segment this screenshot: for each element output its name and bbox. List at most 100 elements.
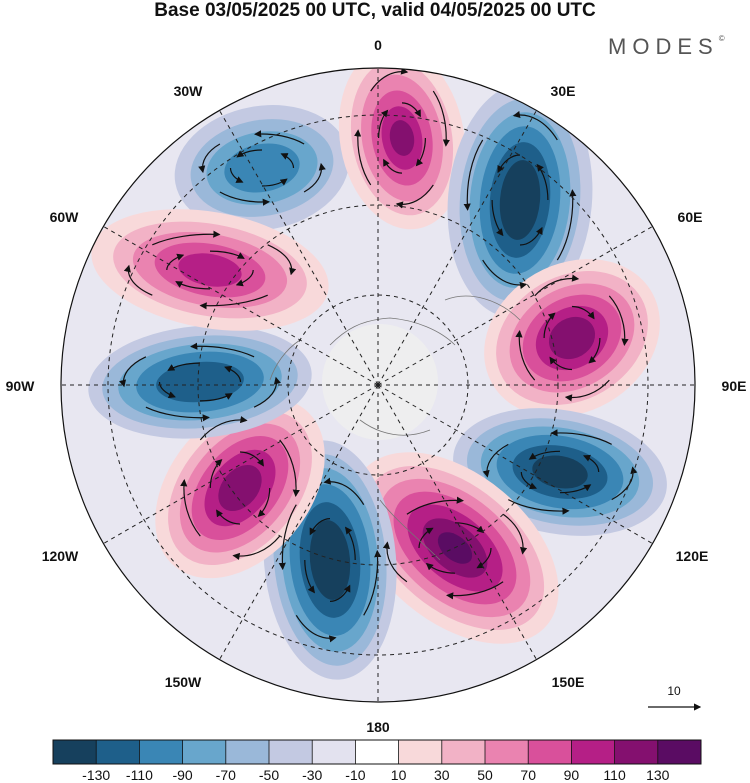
colorbar-tick-label: 70 — [520, 767, 536, 783]
colorbar-tick-label: 90 — [564, 767, 580, 783]
colorbar-swatch — [571, 740, 616, 764]
meridian-line — [377, 226, 653, 386]
wind-streamline — [344, 526, 356, 561]
colorbar-swatch — [182, 740, 227, 764]
wind-streamline — [415, 137, 426, 167]
wind-streamline — [425, 562, 456, 574]
wind-streamline — [123, 264, 153, 296]
colorbar-swatch — [485, 740, 529, 764]
wind-streamline — [166, 253, 185, 271]
wind-streamline — [406, 496, 464, 515]
wind-streamline — [232, 535, 281, 560]
wind-streamline — [497, 154, 521, 174]
wind-streamline — [145, 406, 210, 422]
colorbar-swatch — [441, 740, 486, 764]
colorbar: -130 -110 -90 -70 -50 -30 -10 10 30 50 70 90 110 130 — [52, 739, 702, 783]
lon-label-60e: 60E — [678, 209, 703, 225]
anomaly-cell-positive — [484, 259, 660, 417]
colorbar-tick-label: -110 — [126, 767, 153, 783]
wind-streamline — [463, 139, 484, 211]
wind-streamline — [476, 547, 492, 569]
wind-streamline — [611, 466, 638, 501]
anomaly-cell-negative — [447, 82, 593, 318]
colorbar-tick-label: -50 — [259, 767, 279, 783]
wind-streamline — [446, 581, 504, 600]
wind-streamline — [199, 393, 233, 402]
meridian-line — [377, 110, 537, 386]
colorbar-tick-label: 110 — [603, 767, 626, 783]
wind-streamline — [432, 90, 450, 147]
wind-streamline — [119, 356, 147, 388]
wind-streamline — [383, 158, 403, 174]
wind-streamline — [395, 184, 434, 209]
wind-streamline — [401, 102, 421, 118]
colorbar-tick-label: 50 — [477, 767, 493, 783]
wind-streamline — [229, 167, 244, 183]
lon-label-120e: 120E — [676, 548, 709, 564]
wind-streamline — [257, 487, 271, 518]
wind-streamline — [550, 429, 612, 445]
wind-streamline — [528, 450, 561, 460]
wind-streamline — [280, 153, 295, 169]
wind-streamline — [209, 458, 223, 489]
wind-streamline — [502, 513, 528, 555]
wind-streamline — [482, 259, 528, 290]
wind-streamline — [239, 451, 264, 467]
colorbar-tick-label: 10 — [391, 767, 407, 783]
wind-streamline — [236, 149, 263, 158]
wind-streamline — [363, 549, 382, 616]
wind-streamline — [235, 269, 254, 287]
colorbar-tick-label: -70 — [216, 767, 236, 783]
colorbar-swatch — [614, 740, 659, 764]
wind-streamline — [549, 356, 573, 371]
wind-streamline — [209, 250, 245, 259]
wind-streamline — [608, 295, 629, 346]
colorbar-swatch — [139, 740, 184, 764]
wind-streamline — [253, 376, 281, 408]
wind-streamline — [571, 305, 595, 320]
colorbar-swatch — [96, 740, 140, 764]
wind-streamline — [190, 342, 255, 358]
wind-streamline — [543, 312, 556, 339]
wind-streamline — [267, 244, 297, 276]
wind-streamline — [261, 178, 288, 187]
wind-streamline — [180, 479, 201, 537]
wind-streamline — [323, 477, 365, 506]
lon-label-90w: 90W — [6, 378, 36, 394]
colorbar-tick-label: -30 — [302, 767, 322, 783]
wind-streamline — [158, 381, 176, 399]
wind-streamline — [279, 439, 300, 497]
colorbar-swatch — [225, 740, 270, 764]
lon-label-60w: 60W — [50, 209, 80, 225]
modes-logo: MODES© — [608, 34, 725, 60]
colorbar-swatch — [312, 740, 356, 764]
colorbar-swatch — [398, 740, 443, 764]
colorbar-frame — [52, 739, 702, 765]
colorbar-tick-label: -10 — [345, 767, 365, 783]
wind-streamline — [512, 110, 558, 141]
colorbar-swatch — [53, 740, 97, 764]
meridian-line — [377, 384, 653, 544]
wind-streamline — [564, 379, 610, 402]
wind-streamline — [254, 130, 305, 145]
map-field — [61, 68, 695, 702]
colorbar-tick-label: -90 — [172, 767, 192, 783]
meridian-line — [219, 110, 379, 386]
colorbar-tick-label: -130 — [82, 767, 110, 783]
wind-streamline — [278, 504, 297, 571]
wind-streamline — [304, 559, 316, 594]
latitude-circle — [107, 114, 649, 656]
wind-streamline — [378, 109, 389, 139]
wind-vectors — [119, 68, 638, 643]
meridian-line — [103, 384, 379, 544]
wind-streamline — [303, 162, 326, 193]
wind-streamline — [354, 129, 372, 186]
meridian-line — [103, 226, 379, 386]
colorbar-swatch — [355, 740, 400, 764]
wind-streamline — [508, 499, 570, 515]
coastlines — [269, 295, 521, 561]
lon-label-150e: 150E — [552, 674, 585, 690]
colorbar-swatch — [269, 740, 313, 764]
wind-streamline — [309, 518, 331, 536]
